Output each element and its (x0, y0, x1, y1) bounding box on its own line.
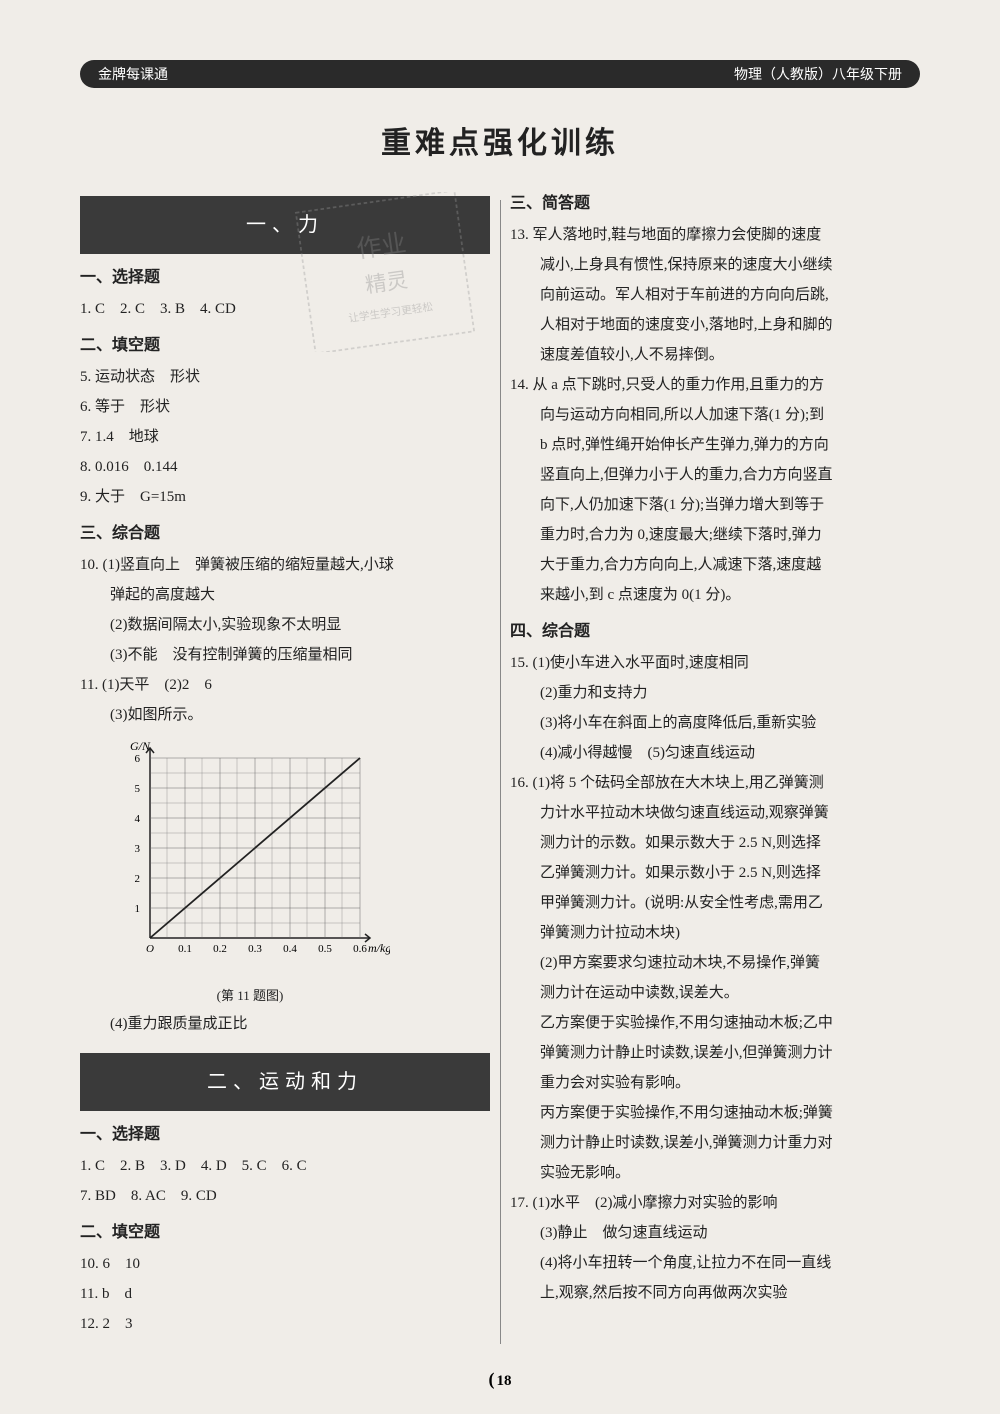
page-container: 金牌每课通 物理（人教版）八年级下册 重难点强化训练 作业 精灵 让学生学习更轻… (0, 0, 1000, 1414)
s1-a5: 5. 运动状态 形状 (80, 362, 490, 392)
svg-text:5: 5 (135, 783, 141, 795)
s2-a2: 7. BD 8. AC 9. CD (80, 1181, 490, 1211)
q14-5: 向下,人仍加速下落(1 分);当弹力增大到等于 (510, 490, 920, 520)
q16-12: 丙方案便于实验操作,不用匀速抽动木板;弹簧 (510, 1098, 920, 1128)
q16-9: 乙方案便于实验操作,不用匀速抽动木板;乙中 (510, 1008, 920, 1038)
main-title: 重难点强化训练 (80, 118, 920, 162)
section2-h2: 二、填空题 (80, 1217, 490, 1249)
section1-h3: 三、综合题 (80, 518, 490, 550)
svg-text:2: 2 (135, 873, 141, 885)
q14-1: 14. 从 a 点下跳时,只受人的重力作用,且重力的方 (510, 370, 920, 400)
svg-text:0.1: 0.1 (178, 943, 192, 955)
q14-6: 重力时,合力为 0,速度最大;继续下落时,弹力 (510, 520, 920, 550)
q14-2: 向与运动方向相同,所以人加速下落(1 分);到 (510, 400, 920, 430)
q14-3: b 点时,弹性绳开始伸长产生弹力,弹力的方向 (510, 430, 920, 460)
q13-1: 13. 军人落地时,鞋与地面的摩擦力会使脚的速度 (510, 220, 920, 250)
s1-a7: 7. 1.4 地球 (80, 422, 490, 452)
column-divider (500, 200, 501, 1344)
chart-q11: 1 2 3 4 5 6 O 0.1 0.2 0.3 0.4 0.5 0.6 G/… (110, 738, 490, 979)
q17-4: 上,观察,然后按不同方向再做两次实验 (510, 1278, 920, 1308)
q16-4: 乙弹簧测力计。如果示数小于 2.5 N,则选择 (510, 858, 920, 888)
q15-3: (3)将小车在斜面上的高度降低后,重新实验 (510, 708, 920, 738)
svg-text:4: 4 (135, 813, 141, 825)
svg-text:0.3: 0.3 (248, 943, 262, 955)
svg-text:O: O (146, 943, 154, 955)
s1-a1: 1. C 2. C 3. B 4. CD (80, 294, 490, 324)
q17-3: (4)将小车扭转一个角度,让拉力不在同一直线 (510, 1248, 920, 1278)
s2-a11: 11. b d (80, 1279, 490, 1309)
q16-8: 测力计在运动中读数,误差大。 (510, 978, 920, 1008)
chart-svg: 1 2 3 4 5 6 O 0.1 0.2 0.3 0.4 0.5 0.6 G/… (110, 738, 390, 968)
q16-2: 力计水平拉动木块做匀速直线运动,观察弹簧 (510, 798, 920, 828)
svg-text:0.4: 0.4 (283, 943, 297, 955)
s1-a11-4: (4)重力跟质量成正比 (80, 1009, 490, 1039)
s1-a9: 9. 大于 G=15m (80, 482, 490, 512)
right-h3: 三、简答题 (510, 188, 920, 220)
s1-a10-1b: 弹起的高度越大 (80, 580, 490, 610)
right-h4: 四、综合题 (510, 616, 920, 648)
s1-a10-1: 10. (1)竖直向上 弹簧被压缩的缩短量越大,小球 (80, 550, 490, 580)
s1-a11-3: (3)如图所示。 (80, 700, 490, 730)
section1-h1: 一、选择题 (80, 262, 490, 294)
header-right: 物理（人教版）八年级下册 (734, 64, 902, 84)
s1-a11-1: 11. (1)天平 (2)2 6 (80, 670, 490, 700)
q15-4: (4)减小得越慢 (5)匀速直线运动 (510, 738, 920, 768)
svg-text:m/kg: m/kg (368, 941, 390, 955)
q16-13: 测力计静止时读数,误差小,弹簧测力计重力对 (510, 1128, 920, 1158)
q16-7: (2)甲方案要求匀速拉动木块,不易操作,弹簧 (510, 948, 920, 978)
q14-8: 来越小,到 c 点速度为 0(1 分)。 (510, 580, 920, 610)
q13-2: 减小,上身具有惯性,保持原来的速度大小继续 (510, 250, 920, 280)
q14-4: 竖直向上,但弹力小于人的重力,合力方向竖直 (510, 460, 920, 490)
q16-14: 实验无影响。 (510, 1158, 920, 1188)
page-number: 18 (489, 1369, 512, 1390)
right-column: 三、简答题 13. 军人落地时,鞋与地面的摩擦力会使脚的速度 减小,上身具有惯性… (510, 182, 920, 1339)
s2-a1: 1. C 2. B 3. D 4. D 5. C 6. C (80, 1151, 490, 1181)
q16-1: 16. (1)将 5 个砝码全部放在大木块上,用乙弹簧测 (510, 768, 920, 798)
q17-1: 17. (1)水平 (2)减小摩擦力对实验的影响 (510, 1188, 920, 1218)
section1-banner: 一、力 (80, 196, 490, 254)
section2-banner: 二、运动和力 (80, 1053, 490, 1111)
svg-text:G/N: G/N (130, 739, 151, 753)
s1-a10-2: (2)数据间隔太小,实验现象不太明显 (80, 610, 490, 640)
q15-1: 15. (1)使小车进入水平面时,速度相同 (510, 648, 920, 678)
header-left: 金牌每课通 (98, 64, 168, 84)
q17-2: (3)静止 做匀速直线运动 (510, 1218, 920, 1248)
s1-a10-3: (3)不能 没有控制弹簧的压缩量相同 (80, 640, 490, 670)
s2-a12: 12. 2 3 (80, 1309, 490, 1339)
svg-text:3: 3 (135, 843, 141, 855)
q16-11: 重力会对实验有影响。 (510, 1068, 920, 1098)
left-column: 作业 精灵 让学生学习更轻松 一、力 一、选择题 1. C 2. C 3. B … (80, 182, 490, 1339)
svg-text:0.6: 0.6 (353, 943, 367, 955)
chart-caption: (第 11 题图) (110, 983, 390, 1009)
svg-text:0.5: 0.5 (318, 943, 332, 955)
section2-h1: 一、选择题 (80, 1119, 490, 1151)
header-bar: 金牌每课通 物理（人教版）八年级下册 (80, 60, 920, 88)
q13-5: 速度差值较小,人不易摔倒。 (510, 340, 920, 370)
q16-10: 弹簧测力计静止时读数,误差小,但弹簧测力计 (510, 1038, 920, 1068)
s1-a6: 6. 等于 形状 (80, 392, 490, 422)
svg-text:0.2: 0.2 (213, 943, 227, 955)
q16-5: 甲弹簧测力计。(说明:从安全性考虑,需用乙 (510, 888, 920, 918)
q14-7: 大于重力,合力方向向上,人减速下落,速度越 (510, 550, 920, 580)
svg-text:1: 1 (135, 903, 141, 915)
q13-4: 人相对于地面的速度变小,落地时,上身和脚的 (510, 310, 920, 340)
q16-3: 测力计的示数。如果示数大于 2.5 N,则选择 (510, 828, 920, 858)
section1-h2: 二、填空题 (80, 330, 490, 362)
svg-text:6: 6 (135, 753, 141, 765)
s1-a8: 8. 0.016 0.144 (80, 452, 490, 482)
s2-a10: 10. 6 10 (80, 1249, 490, 1279)
q13-3: 向前运动。军人相对于车前进的方向向后跳, (510, 280, 920, 310)
q15-2: (2)重力和支持力 (510, 678, 920, 708)
q16-6: 弹簧测力计拉动木块) (510, 918, 920, 948)
